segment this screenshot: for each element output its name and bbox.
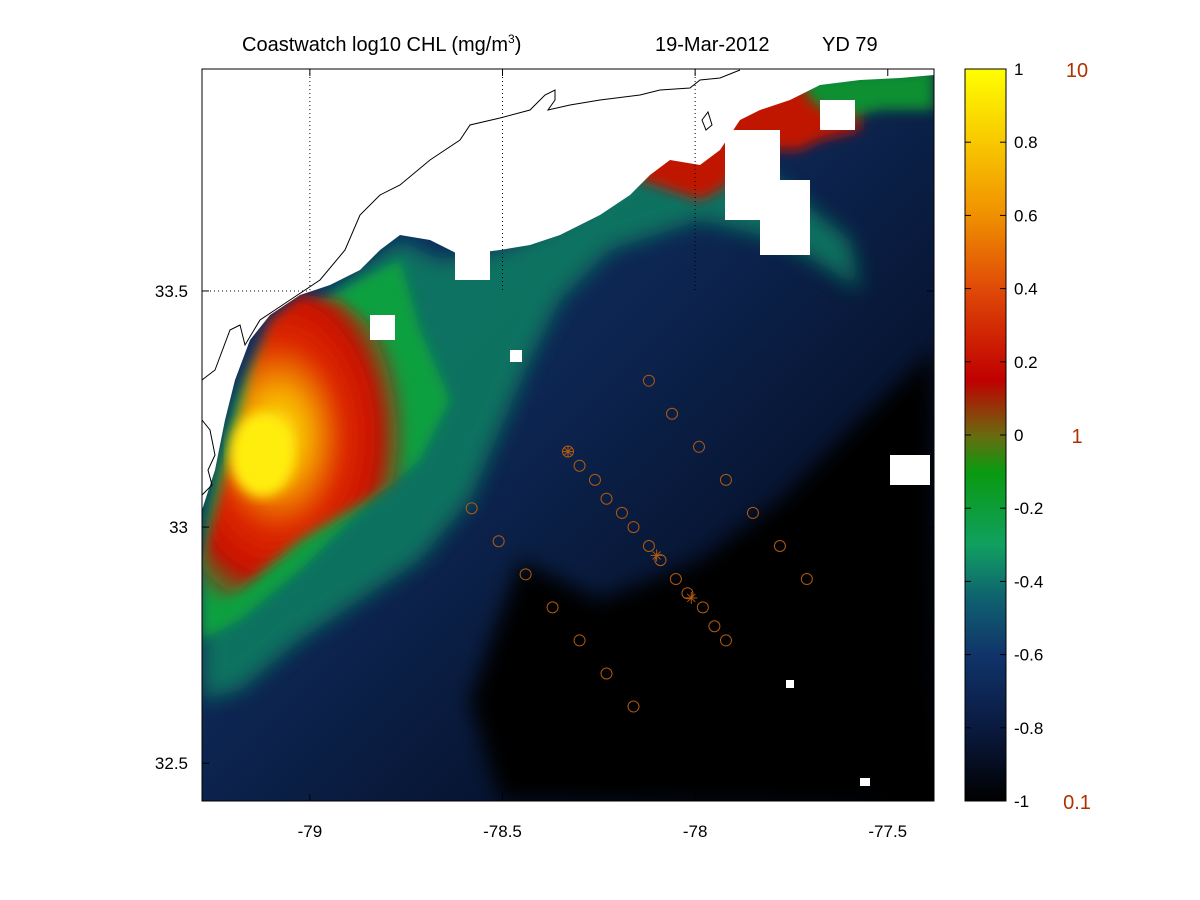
station-star-marker <box>685 591 698 604</box>
colorbar-tick-label: -1 <box>1014 792 1029 811</box>
station-marker <box>654 554 667 567</box>
cloud-patch <box>760 180 810 255</box>
station-marker <box>800 573 813 586</box>
x-tick-label: -78 <box>683 822 708 841</box>
station-marker <box>573 634 586 647</box>
colorbar-tick-label: 0.2 <box>1014 353 1038 372</box>
cloud-patch <box>786 680 794 688</box>
station-marker <box>708 620 721 633</box>
map-frame <box>201 68 935 802</box>
station-marker <box>627 700 640 713</box>
station-star-marker <box>650 549 663 562</box>
cloud-patch <box>370 315 395 340</box>
station-marker <box>669 573 682 586</box>
station-marker <box>719 473 732 486</box>
station-marker <box>600 667 613 680</box>
y-tick-label: 32.5 <box>155 754 188 773</box>
y-axis: 33.5 33 32.5 <box>155 282 934 773</box>
colorbar-tick-label: -0.2 <box>1014 499 1043 518</box>
station-marker <box>492 535 505 548</box>
station-marker <box>696 601 709 614</box>
coastline <box>202 69 741 496</box>
station-marker <box>666 407 679 420</box>
colorbar-secondary-label: 10 <box>1066 60 1088 82</box>
cloud-patch <box>860 778 870 786</box>
colorbar-tick-label: 0.8 <box>1014 133 1038 152</box>
colorbar-secondary-label: 1 <box>1071 426 1082 448</box>
gridlines <box>202 69 696 292</box>
cloud-patch <box>510 350 522 362</box>
station-marker <box>519 568 532 581</box>
colorbar-secondary-labels: 10 1 0.1 <box>1063 60 1091 814</box>
station-marker <box>573 459 586 472</box>
colorbar <box>964 68 1007 802</box>
colorbar-ticks: 1 0.8 0.6 0.4 0.2 0 -0.2 -0.4 -0.6 -0.8 -1 <box>965 60 1043 811</box>
station-marker <box>546 601 559 614</box>
y-tick-label: 33 <box>169 518 188 537</box>
plume-core <box>230 413 294 497</box>
station-marker <box>692 440 705 453</box>
cloud-patch <box>820 100 855 130</box>
map-panel <box>202 69 934 801</box>
colorbar-tick-label: 0 <box>1014 426 1023 445</box>
colorbar-tick-label: 1 <box>1014 60 1023 79</box>
colorbar-tick-label: -0.8 <box>1014 719 1043 738</box>
map-date: 19-Mar-2012 <box>655 34 770 56</box>
station-marker <box>600 492 613 505</box>
station-marker <box>642 539 655 552</box>
map-yearday: YD 79 <box>822 34 878 56</box>
cloud-patch <box>520 200 550 225</box>
land <box>202 69 934 510</box>
station-star-marker <box>562 445 574 458</box>
x-tick-label: -77.5 <box>868 822 907 841</box>
x-tick-label: -79 <box>298 822 323 841</box>
cloud-patch <box>890 455 930 485</box>
station-marker <box>465 502 478 515</box>
x-axis: -79 -78.5 -78 -77.5 <box>298 69 907 841</box>
colorbar-tick-label: 0.6 <box>1014 206 1038 225</box>
x-tick-label: -78.5 <box>483 822 522 841</box>
colorbar-secondary-label: 0.1 <box>1063 792 1091 814</box>
station-marker <box>642 374 655 387</box>
station-marker <box>588 473 601 486</box>
colorbar-tick-label: 0.4 <box>1014 280 1038 299</box>
y-tick-label: 33.5 <box>155 282 188 301</box>
station-marker <box>627 521 640 534</box>
station-marker <box>746 506 759 519</box>
colorbar-tick-label: -0.4 <box>1014 572 1043 591</box>
map-title: Coastwatch log10 CHL (mg/m3) <box>242 32 521 56</box>
station-marker <box>681 587 694 600</box>
station-marker <box>615 506 628 519</box>
cloud-patch <box>455 245 490 280</box>
river-plume <box>202 295 420 610</box>
station-markers <box>465 374 813 713</box>
station-marker <box>773 539 786 552</box>
oligotrophic-water <box>470 350 934 801</box>
station-marker <box>719 634 732 647</box>
colorbar-tick-label: -0.6 <box>1014 646 1043 665</box>
